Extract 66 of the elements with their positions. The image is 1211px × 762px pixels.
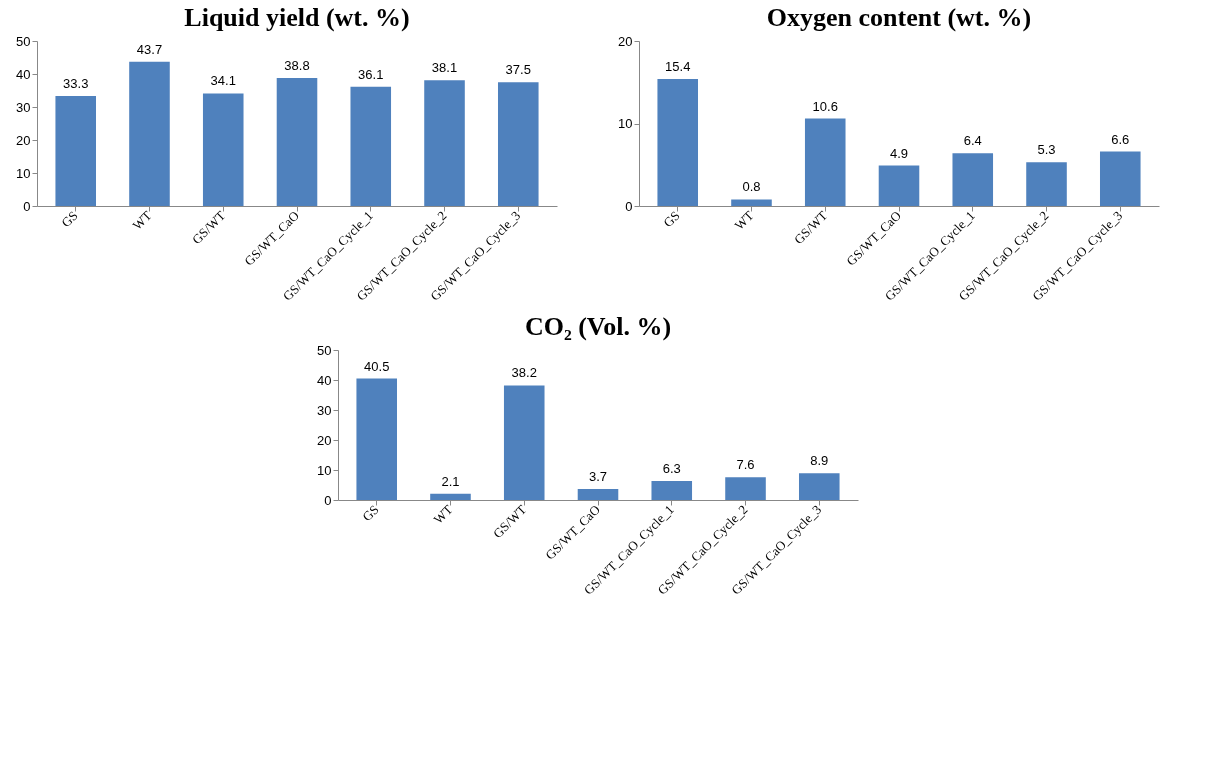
- data-label: 33.3: [63, 76, 89, 92]
- bar: [430, 493, 471, 500]
- bar: [577, 488, 619, 500]
- bar: [424, 80, 465, 206]
- data-label: 37.5: [505, 62, 531, 78]
- bar: [804, 118, 846, 206]
- y-tick-label: 30: [16, 99, 31, 115]
- x-tick-label: GS: [58, 207, 81, 231]
- bar: [1099, 151, 1141, 206]
- data-label: 6.6: [1111, 131, 1130, 147]
- data-label: 40.5: [364, 358, 390, 374]
- y-tick-label: 10: [618, 116, 633, 131]
- chart-title: CO₂ (Vol. %): [524, 312, 672, 341]
- data-label: 38.2: [511, 365, 537, 381]
- bar: [952, 153, 994, 206]
- bar: [202, 93, 244, 206]
- bar: [276, 77, 318, 206]
- bar: [798, 473, 840, 500]
- data-label: 8.9: [810, 453, 829, 469]
- bar: [350, 86, 392, 206]
- bar: [878, 165, 920, 206]
- y-tick-label: 0: [625, 198, 633, 214]
- data-label: 6.3: [662, 461, 681, 477]
- chart-title: Oxygen content (wt. %): [766, 3, 1032, 32]
- bar: [497, 82, 539, 206]
- y-tick-label: 50: [16, 33, 31, 49]
- y-tick-label: 30: [317, 402, 332, 418]
- data-label: 15.4: [665, 58, 691, 74]
- data-label: 10.6: [812, 98, 838, 114]
- y-tick-label: 10: [16, 165, 31, 181]
- y-tick-label: 50: [317, 342, 332, 358]
- data-label: 43.7: [136, 41, 163, 57]
- y-tick-label: 0: [23, 198, 31, 214]
- y-tick-label: 10: [317, 462, 332, 478]
- data-label: 7.6: [736, 457, 755, 473]
- bar: [725, 477, 766, 500]
- bar: [657, 78, 699, 206]
- data-label: 5.3: [1037, 142, 1056, 158]
- bar: [731, 199, 772, 206]
- bar: [356, 378, 398, 500]
- data-label: 0.8: [742, 179, 761, 195]
- data-label: 2.1: [441, 473, 460, 489]
- bar: [55, 96, 97, 206]
- bar: [651, 481, 693, 500]
- bar: [503, 385, 545, 500]
- data-label: 6.4: [963, 133, 982, 149]
- data-label: 3.7: [588, 468, 608, 484]
- bar: [1026, 162, 1067, 206]
- x-tick-label: WT: [731, 207, 757, 233]
- data-label: 34.1: [210, 73, 236, 89]
- y-tick-label: 40: [317, 372, 332, 388]
- data-label: 38.8: [284, 57, 310, 73]
- bar: [129, 61, 170, 206]
- x-tick-label: GS: [359, 501, 382, 525]
- y-tick-label: 0: [324, 492, 332, 508]
- data-label: 38.1: [431, 60, 458, 76]
- x-tick-label: WT: [129, 207, 155, 233]
- x-tick-label: GS: [660, 207, 683, 231]
- x-tick-label: WT: [430, 501, 456, 527]
- y-tick-label: 20: [317, 432, 332, 448]
- y-tick-label: 40: [16, 66, 31, 82]
- y-tick-label: 20: [618, 33, 633, 49]
- y-tick-label: 20: [16, 132, 31, 148]
- data-label: 36.1: [358, 66, 384, 82]
- chart-title: Liquid yield (wt. %): [184, 3, 410, 32]
- data-label: 4.9: [889, 145, 909, 161]
